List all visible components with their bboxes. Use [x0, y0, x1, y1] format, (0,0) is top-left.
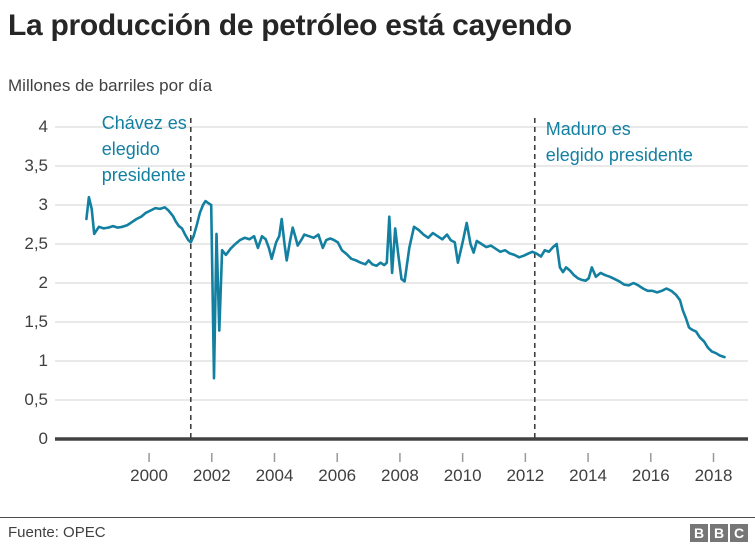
y-axis-tick-label: 3	[38, 195, 48, 214]
x-axis-tick-label: 2008	[381, 466, 419, 485]
y-axis-tick-label: 1,5	[24, 312, 48, 331]
source-attribution: Fuente: OPEC	[8, 524, 106, 541]
x-axis-tick-label: 2004	[255, 466, 294, 485]
event-annotation-line: Chávez es	[101, 113, 187, 133]
x-axis-tick-label: 2018	[694, 466, 733, 485]
y-axis-tick-label: 2,5	[24, 234, 48, 253]
y-axis-tick-label: 3,5	[24, 156, 48, 175]
y-axis-tick-label: 4	[38, 117, 48, 136]
axis-unit-label: Millones de barriles por día	[8, 76, 213, 95]
x-axis-tick-label: 2002	[192, 466, 231, 485]
event-annotation-1: Maduro es elegido presidente	[546, 116, 693, 168]
y-axis-tick-label: 2	[38, 273, 48, 292]
y-axis-tick-label: 0,5	[24, 390, 48, 409]
event-annotation-line: Maduro es	[545, 119, 631, 139]
footer-divider	[0, 517, 755, 518]
x-axis-tick-label: 2006	[318, 466, 357, 485]
x-axis-tick-label: 2010	[443, 466, 482, 485]
event-annotation-line: elegido presidente	[545, 145, 693, 165]
bbc-logo-block: C	[730, 524, 748, 542]
x-axis-tick-label: 2016	[631, 466, 670, 485]
x-axis-tick-label: 2014	[569, 466, 607, 485]
x-axis-tick-label: 2000	[130, 466, 168, 485]
production-line-series-0	[85, 195, 726, 380]
y-axis-tick-label: 0	[38, 429, 48, 448]
bbc-logo-block: B	[690, 524, 708, 542]
event-annotation-line: elegido	[101, 139, 160, 159]
event-annotation-0: Chávez es elegido presidente	[102, 110, 187, 188]
page-title: La producción de petróleo está cayendo	[8, 9, 572, 42]
y-axis-tick-label: 1	[38, 351, 48, 370]
bbc-logo-block: B	[710, 524, 728, 542]
event-annotation-line: presidente	[101, 165, 186, 185]
x-axis-tick-label: 2012	[506, 466, 545, 485]
